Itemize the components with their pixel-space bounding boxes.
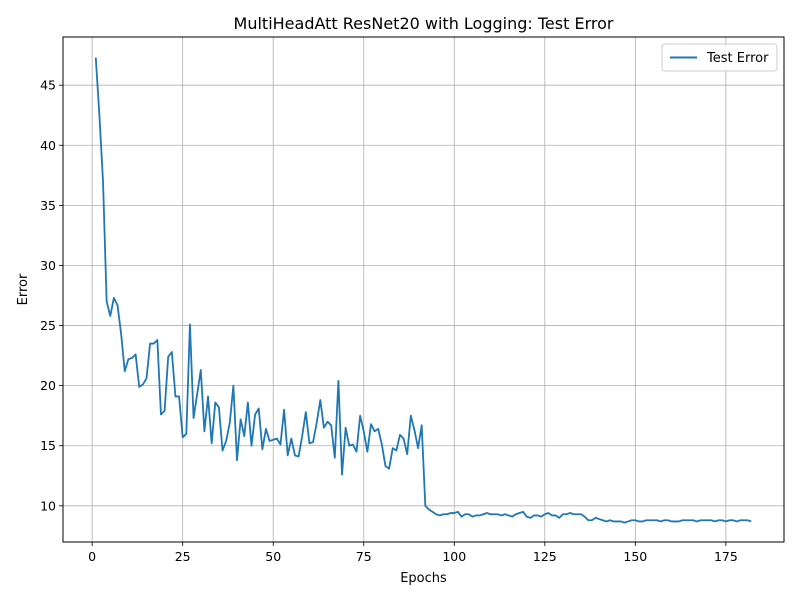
y-tick-label: 10: [40, 498, 56, 513]
y-tick-label: 15: [40, 438, 56, 453]
series-layer: [94, 57, 752, 524]
x-axis: 0 25 50 75 100 125 150 175: [88, 542, 738, 564]
x-tick-label: 75: [356, 549, 372, 564]
x-tick-label: 175: [714, 549, 738, 564]
y-tick-label: 30: [40, 258, 56, 273]
y-tick-label: 40: [40, 138, 56, 153]
grid-lines: [63, 37, 784, 542]
x-tick-label: 100: [442, 549, 466, 564]
y-tick-label: 35: [40, 198, 56, 213]
chart-title: MultiHeadAtt ResNet20 with Logging: Test…: [234, 14, 614, 33]
x-tick-label: 25: [175, 549, 191, 564]
y-axis: 10 15 20 25 30 35 40 45: [40, 78, 63, 513]
series-line-test-error: [94, 57, 752, 524]
x-tick-label: 125: [533, 549, 557, 564]
x-axis-label: Epochs: [400, 571, 447, 586]
legend: Test Error: [661, 43, 778, 72]
y-tick-label: 45: [40, 78, 56, 93]
x-tick-label: 50: [265, 549, 281, 564]
plot-frame: [62, 36, 785, 543]
legend-label-test-error: Test Error: [706, 51, 769, 66]
x-tick-label: 0: [88, 549, 96, 564]
y-tick-label: 20: [40, 378, 56, 393]
y-tick-label: 25: [40, 318, 56, 333]
legend-box: [661, 43, 778, 72]
y-axis-label: Error: [16, 273, 31, 305]
x-tick-label: 150: [623, 549, 647, 564]
